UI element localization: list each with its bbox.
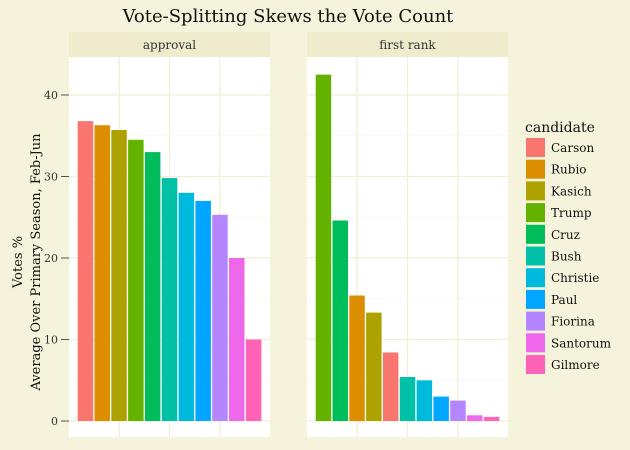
- legend-label-bush: Bush: [551, 250, 582, 264]
- panel-approval: approval: [69, 32, 270, 437]
- bar-carson: [77, 121, 94, 421]
- legend-swatch-kasich: [526, 181, 545, 201]
- bar-paul: [195, 200, 211, 421]
- panel-first-rank: first rank: [307, 32, 508, 437]
- facet-strip-label: approval: [143, 38, 196, 52]
- bar-gilmore: [245, 339, 262, 421]
- bar-rubio: [94, 125, 110, 421]
- y-tick-label: 40: [44, 89, 58, 102]
- y-axis-label-line-2: Average Over Primary Season, Feb-Jun: [29, 133, 44, 392]
- y-tick-label: 10: [44, 334, 58, 347]
- legend-swatch-santorum: [526, 333, 545, 353]
- y-tick-label: 30: [44, 171, 58, 184]
- legend-swatch-gilmore: [526, 355, 545, 374]
- bar-christie: [416, 380, 433, 422]
- facet-strip: [69, 32, 270, 57]
- legend-swatch-bush: [526, 246, 545, 266]
- bar-bush: [161, 178, 178, 421]
- y-axis-ticks: 0 10 20 30 40: [44, 89, 69, 428]
- legend-label-trump: Trump: [551, 206, 592, 220]
- legend-swatch-cruz: [526, 224, 545, 244]
- legend-label-fiorina: Fiorina: [551, 315, 595, 329]
- bar-rubio: [349, 295, 365, 421]
- legend-swatch-rubio: [526, 159, 545, 179]
- bar-cruz: [332, 220, 348, 421]
- facet-panels: approval first rank: [69, 32, 508, 437]
- y-tick-label: 0: [51, 415, 58, 428]
- bar-fiorina: [450, 400, 466, 421]
- bar-trump: [315, 74, 332, 421]
- legend-label-santorum: Santorum: [551, 336, 612, 350]
- y-axis-label: Votes % Average Over Primary Season, Feb…: [11, 133, 44, 392]
- legend-swatch-paul: [526, 289, 545, 309]
- y-tick-label: 20: [44, 252, 58, 265]
- bar-gilmore: [483, 416, 500, 421]
- legend-swatch-trump: [526, 203, 545, 223]
- facet-strip: [307, 32, 508, 57]
- facet-strip-label: first rank: [379, 38, 436, 52]
- bar-christie: [178, 192, 195, 421]
- legend-label-cruz: Cruz: [551, 228, 580, 242]
- legend: candidate Carson Rubio Kasich Trump Cruz Bush…: [525, 120, 612, 374]
- legend-label-rubio: Rubio: [551, 163, 587, 177]
- legend-label-paul: Paul: [551, 293, 577, 307]
- bar-kasich: [111, 130, 127, 421]
- legend-label-kasich: Kasich: [551, 184, 592, 198]
- legend-swatch-christie: [526, 268, 545, 288]
- legend-title: candidate: [525, 120, 595, 136]
- bar-paul: [433, 396, 449, 421]
- bar-kasich: [366, 312, 382, 421]
- bar-cruz: [144, 152, 161, 421]
- chart-title: Vote-Splitting Skews the Vote Count: [122, 6, 455, 27]
- bar-santorum: [467, 415, 483, 421]
- legend-label-carson: Carson: [551, 141, 594, 155]
- legend-swatch-fiorina: [526, 311, 545, 331]
- y-axis-label-line-1: Votes %: [11, 236, 26, 289]
- legend-label-gilmore: Gilmore: [551, 358, 600, 372]
- bar-trump: [128, 139, 144, 422]
- bar-fiorina: [212, 214, 228, 421]
- bar-santorum: [229, 258, 245, 421]
- legend-swatch-carson: [526, 138, 545, 157]
- bar-carson: [382, 352, 399, 421]
- legend-label-christie: Christie: [551, 271, 599, 285]
- bar-bush: [399, 377, 416, 421]
